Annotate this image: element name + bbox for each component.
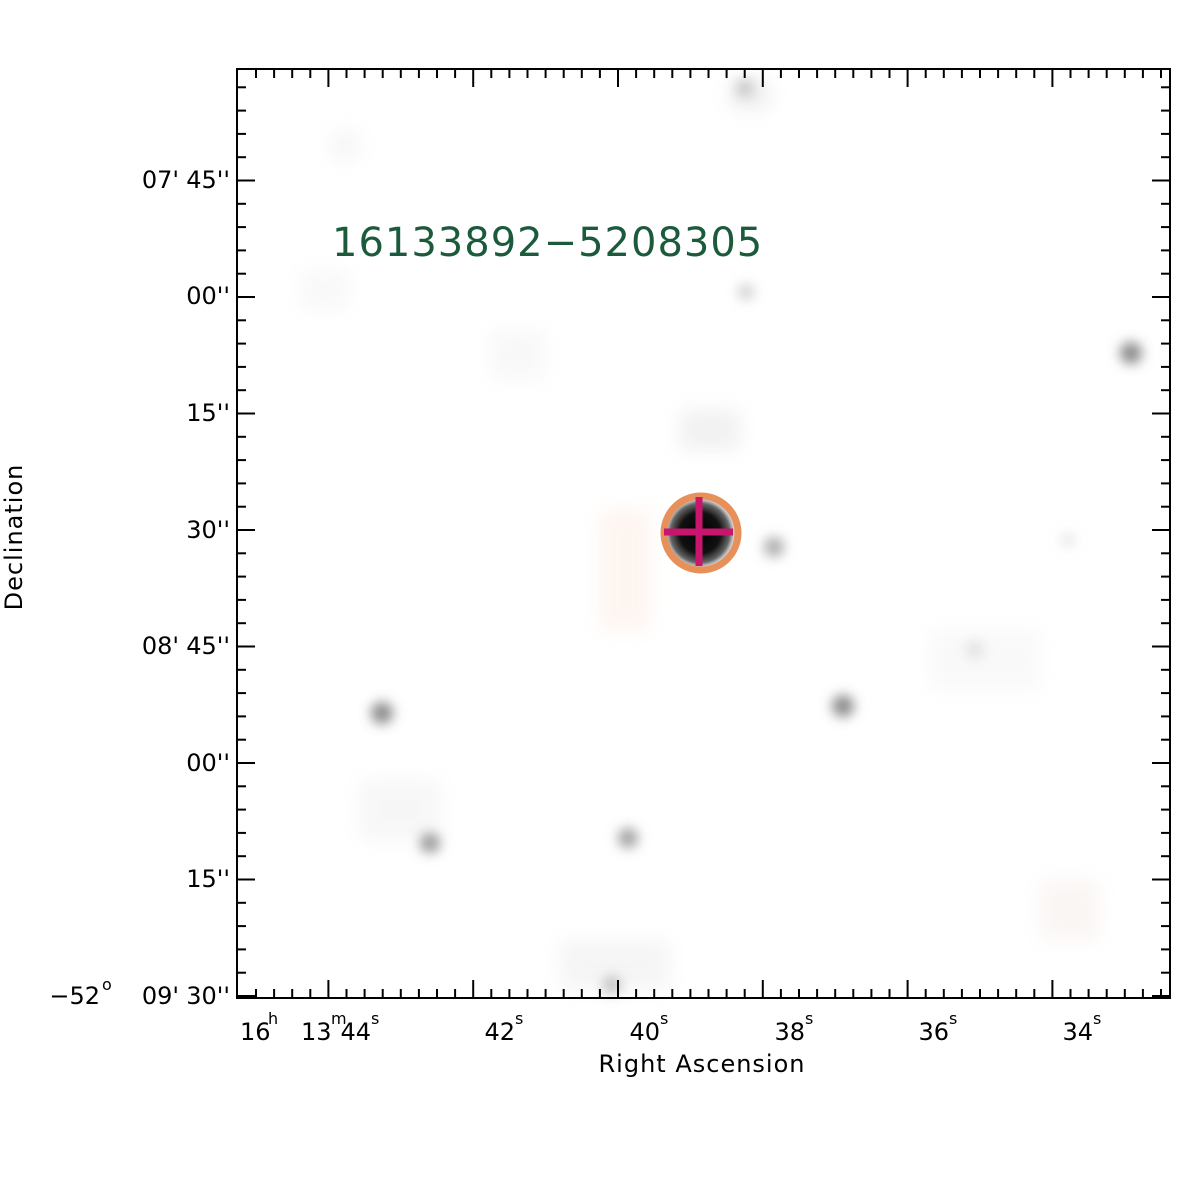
ra-unit-s: s	[515, 1009, 523, 1028]
ra-tick-label-minutes: 13	[301, 1018, 332, 1046]
star	[603, 976, 621, 994]
star	[420, 833, 440, 853]
dec-tick-label-seconds: 00''	[186, 282, 230, 310]
ra-unit-s: s	[660, 1009, 668, 1028]
dec-tick-label-degrees: −52	[49, 982, 100, 1010]
x-axis-label: Right Ascension	[599, 1050, 806, 1078]
target-marker	[660, 492, 742, 574]
dec-tick-label-seconds: 00''	[186, 749, 230, 777]
ra-unit-m: m	[331, 1009, 347, 1028]
dec-tick-label-minutes: 08'	[142, 632, 179, 660]
ra-tick-label-seconds: 44	[340, 1018, 371, 1046]
ra-unit-s: s	[949, 1009, 957, 1028]
axis-ticks	[237, 69, 1170, 998]
ra-tick-label-seconds: 42	[484, 1018, 515, 1046]
ra-unit-h: h	[268, 1009, 278, 1028]
dec-tick-label-seconds: 45''	[186, 166, 230, 194]
dec-tick-label-seconds: 15''	[186, 399, 230, 427]
ra-tick-label-seconds: 40	[629, 1018, 660, 1046]
object-id-label: 16133892−5208305	[332, 220, 763, 266]
ra-unit-s: s	[371, 1009, 379, 1028]
dec-unit-degree: o	[102, 975, 112, 994]
image-field	[237, 69, 1170, 998]
dec-tick-label-minutes: 07'	[142, 166, 179, 194]
star	[832, 695, 854, 717]
background-stars	[371, 79, 1142, 994]
star	[764, 537, 784, 557]
star	[736, 79, 754, 97]
ra-tick-label-seconds: 38	[774, 1018, 805, 1046]
dec-tick-label-seconds: 30''	[186, 982, 230, 1010]
star	[618, 828, 638, 848]
star	[1060, 532, 1076, 548]
star	[1120, 342, 1142, 364]
star	[371, 702, 393, 724]
dec-tick-label-seconds: 30''	[186, 516, 230, 544]
ra-unit-s: s	[805, 1009, 813, 1028]
dec-tick-label-minutes: 09'	[142, 982, 179, 1010]
ra-unit-s: s	[1093, 1009, 1101, 1028]
ra-tick-label-seconds: 34	[1062, 1018, 1093, 1046]
star	[738, 284, 754, 300]
dec-tick-label-seconds: 15''	[186, 865, 230, 893]
plot-frame	[236, 68, 1171, 999]
y-axis-label: Declination	[0, 464, 28, 611]
star	[967, 642, 983, 658]
axis-tick-labels: 16h 13 m44 s 42 s 40 s 38 s 36 s 34 s45''07'00''15''3…	[49, 166, 1101, 1046]
ra-tick-label-hours: 16	[240, 1018, 271, 1046]
dec-tick-label-seconds: 45''	[186, 632, 230, 660]
ra-tick-label-seconds: 36	[918, 1018, 949, 1046]
